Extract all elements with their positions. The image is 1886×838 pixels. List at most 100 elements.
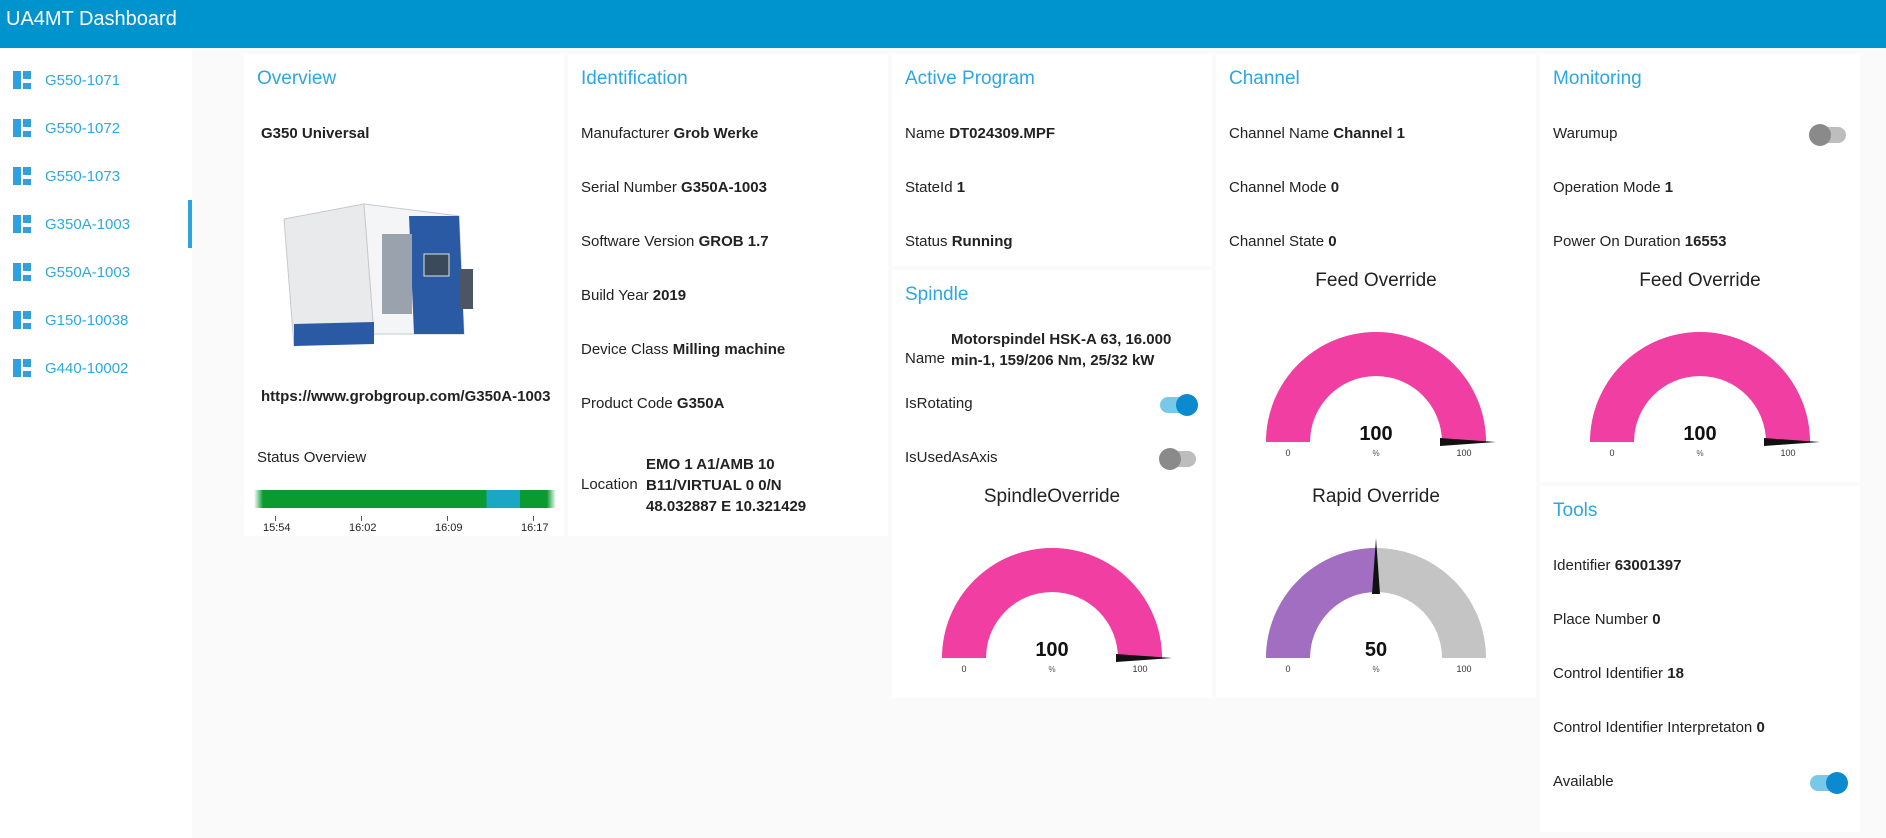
spindle-card: Spindle Name Motorspindel HSK-A 63, 16.0… [892, 270, 1212, 698]
channel-mode-value: 0 [1330, 179, 1340, 196]
is-rotating-toggle[interactable] [1160, 394, 1198, 416]
machine-link[interactable]: https://www.grobgroup.com/G350A-1003 [261, 388, 551, 405]
top-bar: UA4MT Dashboard [0, 0, 1886, 48]
serial-number-row: Serial Number G350A-1003 [581, 179, 767, 196]
machine-model: G350 Universal [261, 125, 370, 142]
spindle-override-gauge: SpindleOverride 100% 0 100 [892, 486, 1212, 690]
sidebar: G550-1071 G550-1072 G550-1073 G350A-1003… [0, 48, 192, 838]
gauge-svg: 100% 0 100 [1590, 332, 1820, 458]
gauge-value: 100 [1359, 423, 1392, 445]
channel-state-row: Channel State 0 [1229, 233, 1337, 250]
sidebar-item-label: G550-1073 [45, 167, 121, 185]
program-name-row: Name DT024309.MPF [905, 125, 1056, 142]
control-identifier-interpretation-value: 0 [1756, 719, 1765, 736]
product-code-value: G350A [676, 395, 725, 412]
spindle-title: Spindle [905, 284, 969, 305]
sidebar-item-g550-1071[interactable]: G550-1071 [0, 56, 192, 104]
location-value: EMO 1 A1/AMB 10 B11/VIRTUAL 0 0/N 48.032… [646, 456, 807, 515]
dashboard-icon [13, 167, 31, 185]
gauge-unit: % [1696, 449, 1703, 458]
active-program-card: Active Program Name DT024309.MPF StateId… [892, 54, 1212, 266]
gauge-needle [1764, 438, 1820, 446]
spindle-name-label: Name [905, 350, 946, 367]
available-toggle[interactable] [1810, 772, 1848, 794]
device-class-row: Device Class Milling machine [581, 341, 786, 358]
gauge-svg: 100% 0 100 [1266, 332, 1496, 458]
sidebar-item-label: G350A-1003 [45, 215, 131, 233]
control-identifier-interpretation-row: Control Identifier Interpretaton 0 [1553, 719, 1765, 736]
channel-title: Channel [1229, 68, 1300, 89]
power-on-duration-value: 16553 [1684, 233, 1727, 250]
gauge-min-label: 0 [961, 664, 966, 674]
monitoring-feed-override-gauge: Feed Override 100% 0 100 [1540, 270, 1860, 474]
gauge-unit: % [1372, 449, 1379, 458]
sidebar-item-g550a-1003[interactable]: G550A-1003 [0, 248, 192, 296]
program-status-row: Status Running [905, 233, 1013, 250]
gauge-fill [1266, 332, 1486, 442]
timeline-axis: 15:54 16:02 16:09 16:17 [254, 516, 556, 538]
serial-number-value: G350A-1003 [681, 179, 767, 196]
gauge-needle [1116, 654, 1172, 662]
timeline-tick: 15:54 [263, 522, 291, 534]
active-program-title: Active Program [905, 68, 1035, 89]
is-used-as-axis-toggle[interactable] [1159, 448, 1196, 470]
state-id-value: 1 [956, 179, 966, 196]
gauge-max-label: 100 [1456, 448, 1471, 458]
channel-state-value: 0 [1328, 233, 1337, 250]
app-title: UA4MT Dashboard [6, 8, 177, 30]
control-identifier-row: Control Identifier 18 [1553, 665, 1684, 682]
sidebar-item-label: G440-10002 [45, 359, 129, 377]
sidebar-item-g550-1072[interactable]: G550-1072 [0, 104, 192, 152]
sidebar-item-label: G550A-1003 [45, 263, 131, 281]
state-id-row: StateId 1 [905, 179, 966, 196]
monitoring-title: Monitoring [1553, 68, 1642, 89]
gauge-fill [942, 548, 1162, 658]
identification-title: Identification [581, 68, 688, 89]
status-overview-label: Status Overview [257, 449, 367, 466]
gauge-max-label: 100 [1780, 448, 1795, 458]
gauge-value: 50 [1365, 639, 1387, 661]
operation-mode-value: 1 [1664, 179, 1674, 196]
sidebar-item-g440-10002[interactable]: G440-10002 [0, 344, 192, 392]
tools-card: Tools Identifier 63001397 Place Number 0… [1540, 486, 1860, 832]
sidebar-item-g150-10038[interactable]: G150-10038 [0, 296, 192, 344]
gauge-needle [1440, 438, 1496, 446]
dashboard-icon [13, 359, 31, 377]
is-used-as-axis-label: IsUsedAsAxis [905, 449, 998, 466]
manufacturer-row: Manufacturer Grob Werke [581, 125, 759, 142]
tools-title: Tools [1553, 500, 1598, 521]
place-number-row: Place Number 0 [1553, 611, 1661, 628]
sidebar-item-g350a-1003[interactable]: G350A-1003 [0, 200, 192, 248]
timeline-tick: 16:17 [521, 522, 549, 534]
warmup-toggle[interactable] [1809, 124, 1846, 146]
channel-feed-override-gauge: Feed Override 100% 0 100 [1216, 270, 1536, 474]
gauge-svg: 50% 0 100 [1266, 538, 1486, 674]
gauge-max-label: 100 [1132, 664, 1147, 674]
timeline-tick: 16:09 [435, 522, 463, 534]
location-label: Location [581, 476, 638, 493]
dashboard-icon [13, 263, 31, 281]
software-version-row: Software Version GROB 1.7 [581, 233, 769, 250]
program-status-value: Running [951, 233, 1013, 250]
gauge-value: 100 [1683, 423, 1716, 445]
manufacturer-value: Grob Werke [673, 125, 759, 142]
sidebar-item-label: G150-10038 [45, 311, 129, 329]
dashboard-icon [13, 215, 31, 233]
overview-card: Overview G350 Universal https://www.grob… [244, 54, 564, 536]
build-year-row: Build Year 2019 [581, 287, 687, 304]
gauge-unit: % [1048, 665, 1055, 674]
gauge-min-label: 0 [1609, 448, 1614, 458]
gauge-needle [1372, 538, 1380, 594]
dashboard-icon [13, 119, 31, 137]
tool-identifier-value: 63001397 [1614, 557, 1682, 574]
sidebar-item-label: G550-1071 [45, 71, 121, 89]
timeline-tick: 16:02 [349, 522, 377, 534]
gauge-title: SpindleOverride [983, 486, 1121, 507]
product-code-row: Product Code G350A [581, 395, 725, 412]
monitoring-card: Monitoring Warumup Operation Mode 1 Powe… [1540, 54, 1860, 482]
gauge-fill [1266, 548, 1376, 658]
sidebar-item-g550-1073[interactable]: G550-1073 [0, 152, 192, 200]
gauge-fill [1590, 332, 1810, 442]
build-year-value: 2019 [652, 287, 687, 304]
gauge-svg: 100% 0 100 [942, 548, 1172, 674]
